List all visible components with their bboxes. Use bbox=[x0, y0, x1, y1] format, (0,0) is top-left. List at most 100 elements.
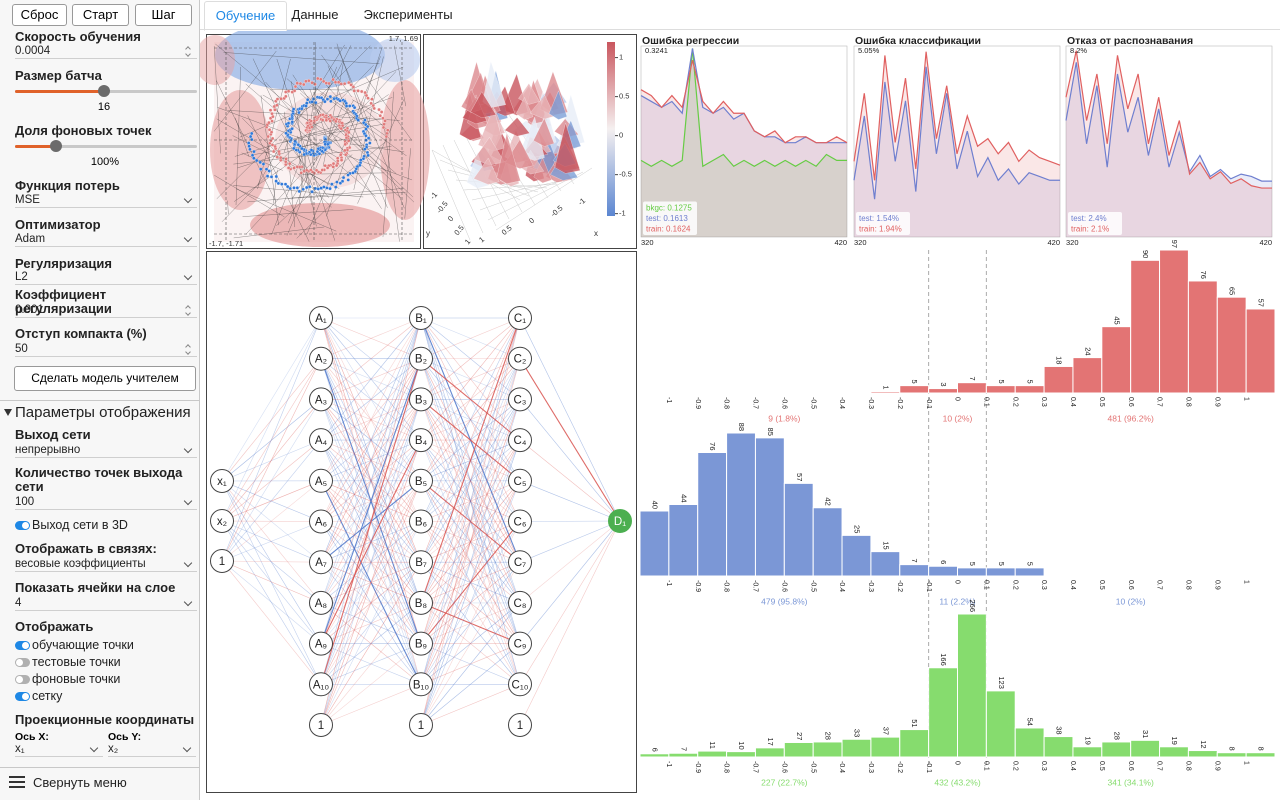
toggle[interactable] bbox=[15, 521, 30, 530]
node bbox=[309, 713, 333, 737]
connection bbox=[519, 317, 621, 522]
connection bbox=[420, 480, 521, 522]
connection bbox=[519, 480, 621, 522]
connection bbox=[420, 358, 521, 441]
field-label: Ось Y: bbox=[108, 731, 142, 743]
data-point bbox=[304, 104, 308, 108]
data-point bbox=[382, 122, 386, 127]
data-point bbox=[339, 82, 343, 86]
mesh-line bbox=[257, 58, 291, 190]
select[interactable]: MSE bbox=[15, 193, 197, 208]
node-label: C₃ bbox=[514, 394, 527, 406]
select[interactable]: 4 bbox=[15, 596, 197, 611]
bar-count-label: 166 bbox=[939, 653, 948, 666]
network-diagram: x₁ x₂ 1 A₁ A₂ A₃ A₄ A₅ A₆ A₇ A₈ A₉ A₁₀ 1 B₁ B₂ B₃ B₄ B₅ B₆ B… bbox=[210, 306, 632, 737]
node-label: C₈ bbox=[513, 598, 526, 610]
connection bbox=[420, 439, 521, 522]
series-line bbox=[640, 60, 848, 144]
node bbox=[508, 428, 532, 453]
corner-label: 1.7, 1.69 bbox=[389, 34, 418, 43]
connection bbox=[320, 358, 422, 441]
connection bbox=[420, 398, 521, 482]
select[interactable]: x₁ bbox=[15, 742, 103, 757]
connection bbox=[420, 521, 521, 644]
series-area bbox=[641, 48, 847, 237]
chart-title: Ошибка регрессии bbox=[642, 35, 739, 47]
connection bbox=[519, 520, 621, 644]
bar-count-label: 54 bbox=[1026, 718, 1035, 726]
bar-count-label: 28 bbox=[1112, 732, 1121, 740]
node bbox=[409, 468, 433, 493]
toggle[interactable] bbox=[15, 658, 30, 667]
surface-facet bbox=[548, 90, 568, 120]
input[interactable]: 50 bbox=[15, 342, 197, 357]
slider[interactable] bbox=[15, 140, 197, 152]
histogram-bar bbox=[841, 534, 872, 577]
collapse-menu[interactable]: Свернуть меню bbox=[33, 775, 127, 790]
tab[interactable]: Эксперименты bbox=[363, 7, 453, 22]
mesh-line bbox=[321, 54, 352, 98]
mesh-line bbox=[300, 92, 415, 203]
bar-count-label: 44 bbox=[679, 494, 688, 502]
data-point bbox=[371, 103, 375, 108]
slider[interactable] bbox=[15, 85, 197, 97]
connection bbox=[519, 399, 621, 522]
toolbar-button[interactable]: Старт bbox=[72, 4, 129, 26]
slider-thumb bbox=[98, 85, 110, 97]
section-header[interactable]: Параметры отображения bbox=[15, 404, 191, 421]
input[interactable]: 0.0004 bbox=[15, 44, 197, 59]
connection bbox=[320, 358, 422, 400]
select[interactable]: 100 bbox=[15, 495, 197, 510]
connection bbox=[420, 684, 521, 726]
y-tick-label: -1 bbox=[428, 190, 439, 201]
node-label: A₃ bbox=[315, 394, 328, 406]
toggle[interactable] bbox=[15, 692, 30, 701]
field-value: x₂ bbox=[108, 743, 119, 755]
toggle[interactable] bbox=[15, 641, 30, 650]
connection bbox=[420, 602, 521, 726]
connection bbox=[320, 561, 422, 604]
data-point bbox=[291, 107, 296, 111]
x-tick-label: 1 bbox=[1242, 761, 1249, 765]
node bbox=[409, 550, 433, 575]
tab[interactable]: Обучение bbox=[204, 1, 287, 31]
data-point bbox=[365, 124, 370, 129]
separator bbox=[0, 400, 199, 401]
data-point bbox=[365, 150, 370, 155]
data-point bbox=[307, 185, 312, 189]
connection bbox=[320, 358, 422, 481]
histogram-bar bbox=[697, 452, 728, 577]
series-line bbox=[1065, 50, 1272, 189]
toolbar-button[interactable]: Сброс bbox=[12, 4, 67, 26]
mesh-line bbox=[236, 188, 337, 232]
select[interactable]: L2 bbox=[15, 270, 197, 285]
input[interactable]: 0.001 bbox=[15, 303, 197, 318]
series-line bbox=[853, 66, 1060, 200]
select[interactable]: весовые коэффициенты bbox=[15, 557, 197, 572]
field-value: 50 bbox=[15, 343, 28, 355]
teacher-button[interactable]: Сделать модель учителем bbox=[14, 366, 196, 391]
x-tick-label: 320 bbox=[641, 238, 654, 247]
data-point bbox=[334, 163, 339, 168]
bar-count-label: 5 bbox=[997, 562, 1006, 566]
connection bbox=[320, 358, 422, 441]
data-point bbox=[325, 166, 330, 170]
x-tick-label: 0.5 bbox=[1098, 580, 1105, 590]
bar-count-label: 5 bbox=[910, 379, 919, 383]
legend-entry: train: 1.94% bbox=[859, 225, 902, 234]
select[interactable]: непрерывно bbox=[15, 443, 197, 458]
slider-fill bbox=[15, 90, 104, 93]
floor-grid bbox=[495, 167, 593, 231]
x-tick-label: -0.9 bbox=[694, 580, 701, 592]
toolbar-button[interactable]: Шаг bbox=[135, 4, 192, 26]
node-label: x₁ bbox=[217, 476, 227, 488]
toggle-label: фоновые точки bbox=[32, 672, 121, 686]
toggle[interactable] bbox=[15, 675, 30, 684]
select[interactable]: Adam bbox=[15, 232, 197, 247]
data-point bbox=[252, 149, 256, 154]
connection bbox=[221, 439, 322, 562]
select[interactable]: x₂ bbox=[108, 742, 196, 757]
tab[interactable]: Данные bbox=[291, 7, 339, 22]
connection bbox=[221, 480, 322, 562]
connection bbox=[519, 439, 621, 522]
